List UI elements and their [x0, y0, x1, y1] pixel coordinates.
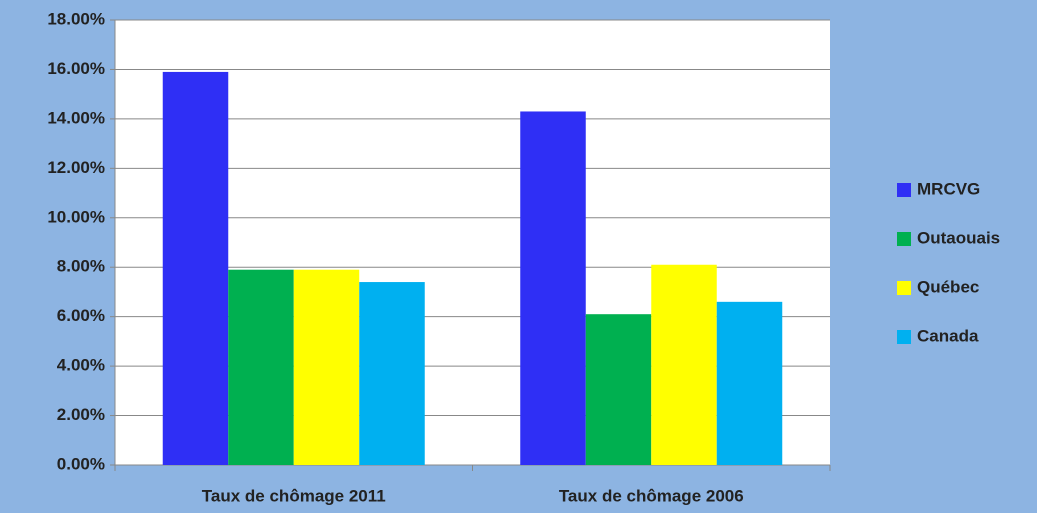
legend-swatch — [897, 232, 911, 246]
legend-label: Canada — [917, 326, 979, 345]
legend-swatch — [897, 281, 911, 295]
legend-label: Outaouais — [917, 228, 1000, 247]
y-tick-label: 18.00% — [47, 9, 105, 28]
legend-label: MRCVG — [917, 179, 980, 198]
legend-label: Québec — [917, 277, 979, 296]
y-tick-label: 0.00% — [57, 454, 105, 473]
x-tick-label: Taux de chômage 2011 — [202, 486, 386, 505]
bar — [651, 264, 717, 465]
legend-swatch — [897, 183, 911, 197]
bar — [228, 269, 294, 465]
bar — [293, 269, 360, 465]
y-tick-label: 10.00% — [47, 207, 105, 226]
bar — [359, 282, 425, 465]
legend-swatch — [897, 330, 911, 344]
y-tick-label: 4.00% — [57, 356, 105, 375]
bar — [716, 301, 783, 465]
y-tick-label: 14.00% — [47, 108, 105, 127]
y-tick-label: 12.00% — [47, 158, 105, 177]
y-tick-label: 6.00% — [57, 306, 105, 325]
y-tick-label: 8.00% — [57, 257, 105, 276]
bar — [585, 314, 652, 465]
x-tick-label: Taux de chômage 2006 — [559, 486, 744, 505]
bar — [520, 111, 586, 465]
y-tick-label: 2.00% — [57, 405, 105, 424]
bar — [162, 71, 229, 466]
y-tick-label: 16.00% — [47, 59, 105, 78]
